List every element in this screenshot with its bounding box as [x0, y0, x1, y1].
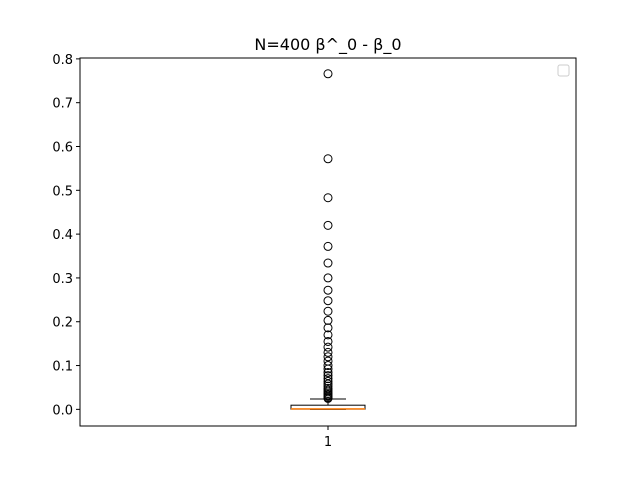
- legend-box: [557, 64, 570, 77]
- y-tick-label: 0.7: [52, 97, 73, 112]
- outlier-point: [323, 330, 333, 340]
- outlier-point: [323, 285, 333, 295]
- outlier-point: [323, 361, 333, 371]
- y-tick-label: 0.5: [52, 184, 73, 199]
- y-tick-label: 0.1: [52, 360, 73, 375]
- outlier-point: [323, 273, 333, 283]
- y-axis: 0.0 0.1 0.2 0.3 0.4 0.5 0.6 0.7 0.8: [52, 53, 80, 418]
- outlier-point: [323, 69, 333, 79]
- y-tick-label: 0.4: [52, 228, 73, 243]
- outlier-point: [323, 241, 333, 251]
- outlier-point: [323, 352, 333, 362]
- outlier-point: [323, 374, 333, 384]
- outlier-point: [323, 368, 333, 378]
- outlier-point: [323, 364, 333, 374]
- chart-title: N=400 β^_0 - β_0: [254, 35, 401, 55]
- x-axis: 1: [324, 426, 332, 450]
- outlier-point: [323, 296, 333, 306]
- outlier-point: [323, 154, 333, 164]
- y-tick-label: 0.0: [52, 403, 73, 418]
- y-tick-label: 0.8: [52, 53, 73, 68]
- y-tick-label: 0.2: [52, 316, 73, 331]
- outlier-point: [323, 381, 333, 391]
- plot-area: [290, 69, 366, 410]
- outlier-point: [323, 315, 333, 325]
- outlier-point: [323, 347, 333, 357]
- outlier-point: [323, 342, 333, 352]
- outlier-point: [323, 220, 333, 230]
- outlier-point: [323, 193, 333, 203]
- y-tick-label: 0.6: [52, 140, 73, 155]
- x-tick-label: 1: [324, 435, 332, 450]
- outlier-point: [323, 336, 333, 346]
- outlier-point: [323, 306, 333, 316]
- y-tick-label: 0.3: [52, 272, 73, 287]
- outlier-point: [323, 393, 333, 403]
- outlier-point: [323, 323, 333, 333]
- outlier-point: [323, 376, 333, 386]
- outlier-point: [323, 258, 333, 268]
